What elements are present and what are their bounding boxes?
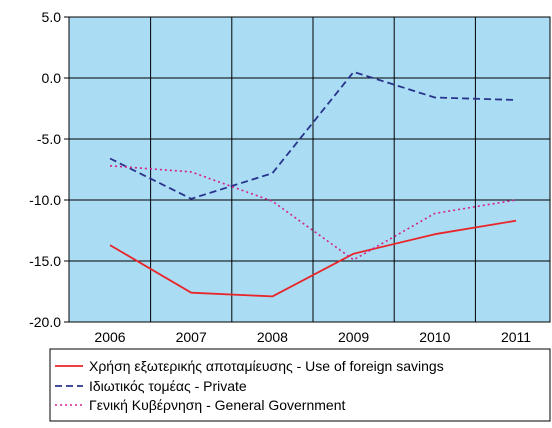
axes: 5.0 0.0 -5.0 -10.0 -15.0 -20.0 2006 2007 2008 200… bbox=[29, 9, 551, 345]
x-tick-label: 2008 bbox=[257, 329, 288, 345]
legend: Χρήση εξωτερικής αποταμίευσης - Use of f… bbox=[55, 358, 444, 413]
plot-border bbox=[68, 16, 551, 323]
grid bbox=[69, 16, 550, 323]
legend-box bbox=[49, 348, 551, 422]
y-tick-label: 5.0 bbox=[42, 9, 62, 25]
y-tick-label: -15.0 bbox=[29, 253, 61, 269]
series-line bbox=[109, 165, 517, 261]
y-tick-label: 0.0 bbox=[42, 70, 62, 86]
series-lines bbox=[109, 71, 517, 298]
x-tick-label: 2009 bbox=[338, 329, 369, 345]
plot-area bbox=[69, 17, 550, 322]
y-tick-label: -20.0 bbox=[29, 314, 61, 330]
y-tick-label: -10.0 bbox=[29, 192, 61, 208]
x-tick-label: 2006 bbox=[94, 329, 125, 345]
series-line bbox=[109, 219, 517, 298]
y-tick-label: -5.0 bbox=[37, 131, 61, 147]
legend-label: Χρήση εξωτερικής αποταμίευσης - Use of f… bbox=[89, 358, 444, 374]
legend-label: Ιδιωτικός τομέας - Private bbox=[89, 378, 247, 394]
legend-label: Γενική Κυβέρνηση - General Government bbox=[89, 397, 345, 413]
x-tick-label: 2010 bbox=[419, 329, 450, 345]
x-tick-label: 2007 bbox=[176, 329, 207, 345]
x-tick-label: 2011 bbox=[501, 329, 531, 345]
